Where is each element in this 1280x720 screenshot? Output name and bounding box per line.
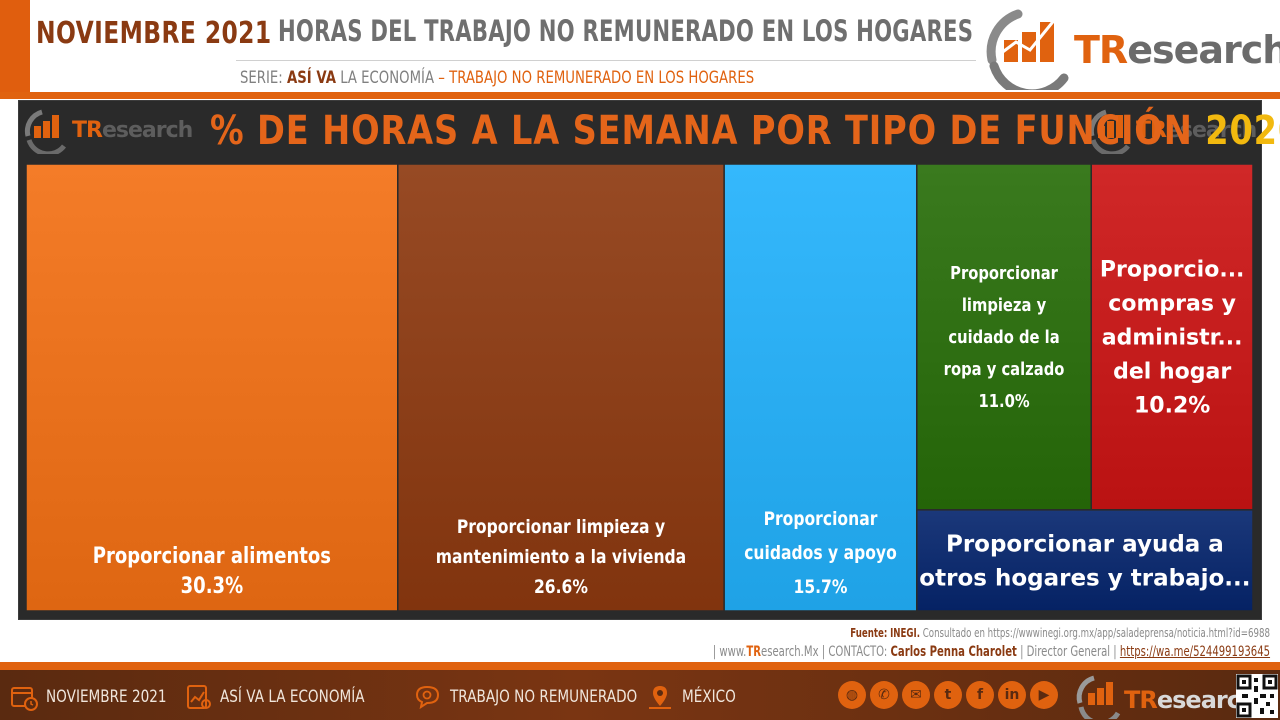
twitter-icon[interactable]: t: [934, 681, 962, 709]
treemap-value-label: 11.0%: [978, 391, 1029, 412]
footer-item-topic: TRABAJO NO REMUNERADO: [414, 682, 684, 712]
treemap-category-label: cuidados y apoyo: [744, 543, 897, 565]
header-divider: [236, 60, 976, 61]
series-name-strong: ASÍ VA: [286, 68, 336, 88]
facebook-icon[interactable]: f: [966, 681, 994, 709]
globe-icon[interactable]: ◍: [838, 681, 866, 709]
phone-icon[interactable]: ✆: [870, 681, 898, 709]
treemap-value-label: 10.2%: [1134, 394, 1210, 419]
treemap-tile: [916, 163, 1092, 511]
treemap-tile: [916, 509, 1254, 612]
treemap-tile: [723, 163, 918, 612]
treemap-category-label: limpieza y: [962, 295, 1047, 316]
treemap-category-label: Proporcionar alimentos: [93, 542, 331, 568]
treemap-category-label: Proporcionar ayuda a: [946, 531, 1224, 557]
treemap-value-label: 30.3%: [181, 572, 244, 598]
mail-icon[interactable]: ✉: [902, 681, 930, 709]
map-pin-icon: [649, 686, 671, 709]
report-date: NOVIEMBRE 2021: [36, 16, 272, 51]
footer-item-country: MÉXICO: [646, 682, 749, 712]
series-name-rest: LA ECONOMÍA: [340, 68, 435, 88]
chart-logo-right: TResearch: [1086, 106, 1262, 157]
left-accent-bar: [0, 0, 30, 92]
tresearch-mini-logo-icon: [24, 109, 66, 157]
contact-line: | www.TResearch.Mx | CONTACTO: Carlos Pe…: [713, 644, 1270, 660]
chart-report-icon: [187, 685, 211, 709]
treemap-category-label: del hogar: [1113, 360, 1231, 385]
tresearch-wordmark: TResearch: [1074, 28, 1280, 72]
report-title: HORAS DEL TRABAJO NO REMUNERADO EN LOS H…: [278, 14, 974, 48]
treemap-category-label: compras y: [1108, 292, 1236, 317]
treemap-category-label: otros hogares y trabajo...: [919, 565, 1250, 591]
series-prefix: SERIE:: [240, 68, 283, 88]
treemap-category-label: ropa y calzado: [944, 359, 1065, 380]
treemap-value-label: 26.6%: [534, 577, 588, 599]
series-topic: TRABAJO NO REMUNERADO EN LOS HOGARES: [449, 68, 755, 88]
qr-code-icon[interactable]: [1236, 674, 1278, 718]
footer-bar: [0, 670, 1280, 720]
treemap-category-label: Proporcio...: [1100, 258, 1245, 283]
treemap-category-label: administr...: [1102, 326, 1243, 351]
chart-title-text: % DE HORAS A LA SEMANA POR TIPO DE FUNCI…: [210, 108, 1193, 154]
footer-item-date: NOVIEMBRE 2021: [10, 682, 197, 712]
web-rest: esearch.Mx: [760, 644, 819, 660]
header-orange-strip: [0, 92, 1280, 99]
web-prefix: | www.: [712, 644, 747, 660]
treemap-category-label: cuidado de la: [948, 327, 1059, 348]
footer-item-series: ASÍ VA LA ECONOMÍA: [184, 682, 401, 712]
treemap-value-label: 15.7%: [793, 577, 847, 599]
treemap-tile: [1090, 163, 1254, 511]
footer-tresearch-logo-icon: [1076, 675, 1121, 719]
chart-title: % DE HORAS A LA SEMANA POR TIPO DE FUNCI…: [210, 108, 1280, 154]
search-chat-icon: [415, 685, 440, 710]
chart-title-year: 2020: [1205, 108, 1280, 154]
treemap-tile: [397, 163, 725, 612]
treemap-category-label: Proporcionar: [764, 509, 878, 531]
linkedin-icon[interactable]: in: [998, 681, 1026, 709]
series-separator: –: [438, 68, 445, 88]
tresearch-mini-logo-icon: [1088, 109, 1130, 157]
web-tr: TR: [746, 644, 761, 660]
youtube-icon[interactable]: ▶: [1030, 681, 1058, 709]
treemap-category-label: Proporcionar limpieza y: [457, 517, 665, 539]
contact-person: Carlos Penna Charolet: [890, 644, 1017, 660]
contact-role: | Director General |: [1020, 644, 1117, 660]
treemap-category-label: mantenimiento a la vivienda: [436, 547, 686, 569]
calendar-clock-icon: [11, 687, 38, 711]
footer-orange-strip: [0, 662, 1280, 670]
series-subtitle: SERIE: ASÍ VA LA ECONOMÍA – TRABAJO NO R…: [240, 68, 754, 88]
treemap-category-label: Proporcionar: [950, 263, 1059, 284]
tresearch-logo-icon: [986, 9, 1069, 90]
whatsapp-link[interactable]: https://wa.me/524499193645: [1119, 644, 1270, 660]
source-note: Fuente: INEGI. Consultado en https://www…: [850, 626, 1270, 640]
chart-logo-left: TResearch: [22, 106, 198, 157]
treemap-tile: [25, 163, 399, 612]
contact-label: | CONTACTO:: [821, 644, 888, 660]
